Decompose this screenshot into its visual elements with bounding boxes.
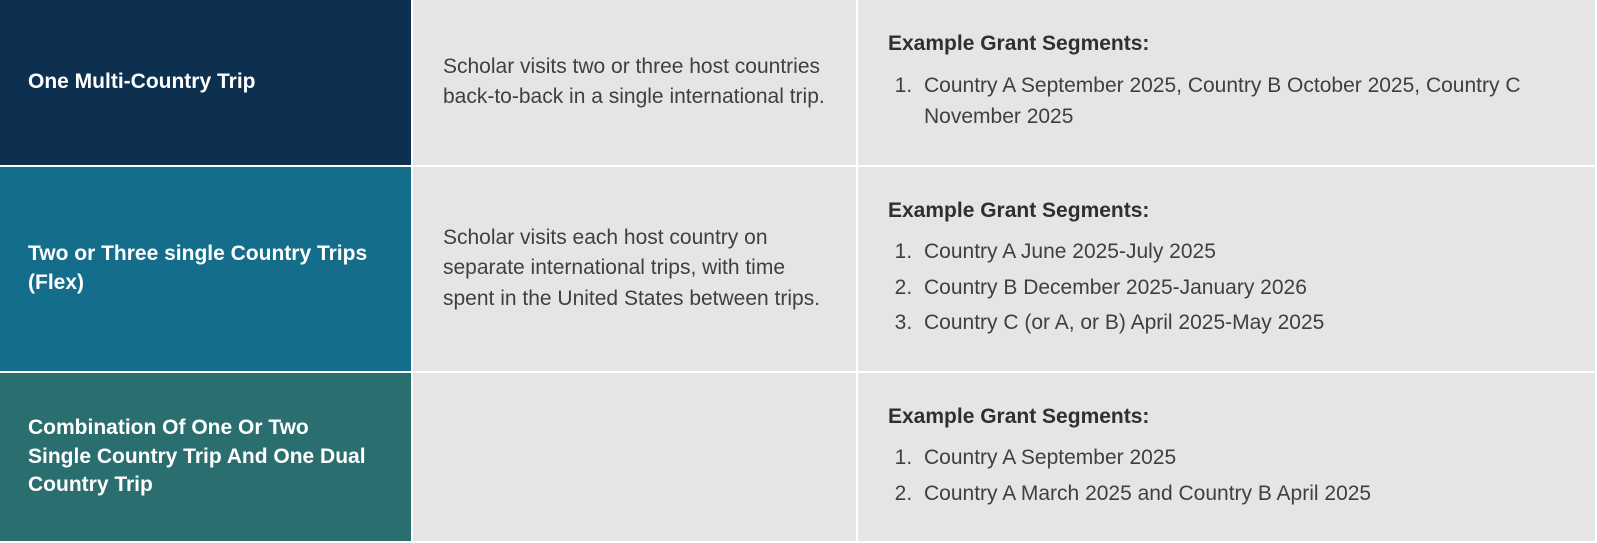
row-label-text: Combination Of One Or Two Single Country…: [28, 414, 371, 499]
row-description: [413, 373, 858, 543]
row-description-text: Scholar visits each host country on sepa…: [443, 223, 826, 314]
example-item: Country A September 2025, Country B Octo…: [918, 70, 1555, 133]
example-item: Country A September 2025: [918, 442, 1555, 474]
row-description: Scholar visits each host country on sepa…: [413, 167, 858, 373]
example-item: Country A June 2025-July 2025: [918, 236, 1555, 268]
example-item: Country A March 2025 and Country B April…: [918, 478, 1555, 510]
example-heading: Example Grant Segments:: [888, 195, 1555, 227]
example-list: Country A September 2025 Country A March…: [888, 442, 1555, 513]
row-label-text: One Multi-Country Trip: [28, 68, 255, 96]
row-examples: Example Grant Segments: Country A Septem…: [858, 0, 1597, 167]
row-label-text: Two or Three single Country Trips (Flex): [28, 240, 371, 297]
row-label: One Multi-Country Trip: [0, 0, 413, 167]
example-heading: Example Grant Segments:: [888, 401, 1555, 433]
example-item: Country C (or A, or B) April 2025-May 20…: [918, 307, 1555, 339]
row-label: Combination Of One Or Two Single Country…: [0, 373, 413, 543]
row-examples: Example Grant Segments: Country A Septem…: [858, 373, 1597, 543]
row-description: Scholar visits two or three host countri…: [413, 0, 858, 167]
row-examples: Example Grant Segments: Country A June 2…: [858, 167, 1597, 373]
row-description-text: Scholar visits two or three host countri…: [443, 52, 826, 113]
example-list: Country A September 2025, Country B Octo…: [888, 70, 1555, 137]
example-item: Country B December 2025-January 2026: [918, 272, 1555, 304]
trip-options-table: One Multi-Country Trip Scholar visits tw…: [0, 0, 1597, 543]
row-label: Two or Three single Country Trips (Flex): [0, 167, 413, 373]
example-heading: Example Grant Segments:: [888, 28, 1555, 60]
example-list: Country A June 2025-July 2025 Country B …: [888, 236, 1555, 343]
